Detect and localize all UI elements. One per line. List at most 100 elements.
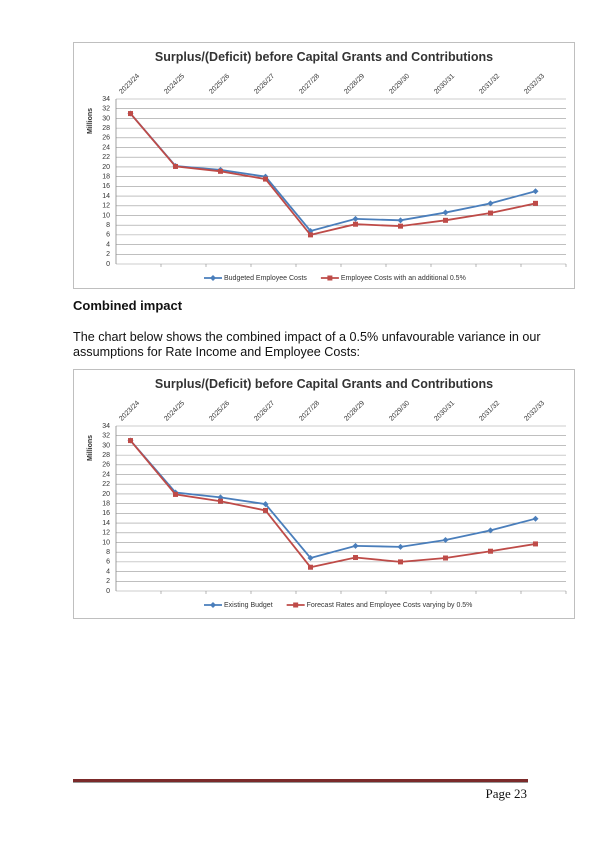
series-line [129,112,536,236]
y-tick-label: 32 [102,106,110,113]
marker [263,507,268,513]
x-tick-label: 2023/24 [118,73,141,96]
y-tick-label: 30 [102,442,110,449]
y-tick-label: 24 [102,144,110,151]
x-tick-label: 2023/24 [118,400,141,423]
y-tick-label: 0 [106,261,110,268]
marker [443,217,448,223]
x-tick-label: 2025/26 [208,73,231,96]
x-tick-label: 2031/32 [478,400,501,423]
marker [442,537,449,544]
marker [442,209,449,216]
x-tick-label: 2026/27 [253,73,276,96]
marker [488,548,493,554]
y-tick-label: 8 [106,222,110,229]
marker [308,564,313,570]
marker [128,438,133,444]
y-axis-label: Millions [87,435,94,461]
legend-label: Existing Budget [224,602,273,609]
y-tick-label: 28 [102,452,110,459]
x-tick-label: 2028/29 [343,400,366,423]
marker [532,188,539,195]
marker [293,602,299,608]
x-tick-label: 2026/27 [253,400,276,423]
x-tick-label: 2024/25 [163,73,186,96]
paragraph: The chart below shows the combined impac… [73,330,541,359]
marker [218,498,223,504]
y-tick-label: 4 [106,568,110,575]
marker [487,200,494,207]
marker [443,555,448,561]
y-tick-label: 12 [102,530,110,537]
chart-title: Surplus/(Deficit) before Capital Grants … [155,50,493,64]
chart: Surplus/(Deficit) before Capital Grants … [73,369,575,619]
x-tick-label: 2025/26 [208,400,231,423]
x-tick-label: 2027/28 [298,400,321,423]
legend-label: Forecast Rates and Employee Costs varyin… [307,602,473,609]
y-tick-label: 14 [102,520,110,527]
x-tick-label: 2024/25 [163,400,186,423]
marker [218,168,223,174]
marker [397,543,404,550]
y-tick-label: 6 [106,232,110,239]
marker [398,223,403,229]
y-tick-label: 16 [102,510,110,517]
y-tick-label: 10 [102,212,110,219]
y-tick-label: 28 [102,125,110,132]
legend-label: Employee Costs with an additional 0.5% [341,275,466,282]
marker [210,602,216,608]
y-tick-label: 2 [106,251,110,258]
x-tick-label: 2032/33 [523,73,546,96]
y-tick-label: 20 [102,491,110,498]
y-tick-label: 22 [102,481,110,488]
y-tick-label: 16 [102,183,110,190]
page-number: Page 23 [485,786,527,801]
heading: Combined impact [73,298,183,313]
marker [352,215,359,222]
y-axis-label: Millions [87,108,94,134]
marker [532,515,539,522]
x-tick-label: 2032/33 [523,400,546,423]
x-tick-label: 2029/30 [388,400,411,423]
legend-label: Budgeted Employee Costs [224,275,307,282]
marker [488,210,493,216]
marker [327,275,333,281]
marker [173,163,178,169]
marker [533,541,538,547]
y-tick-label: 24 [102,471,110,478]
x-tick-label: 2028/29 [343,73,366,96]
marker [263,176,268,182]
y-tick-label: 18 [102,500,110,507]
y-tick-label: 2 [106,578,110,585]
y-tick-label: 30 [102,115,110,122]
y-tick-label: 26 [102,462,110,469]
marker [353,555,358,561]
marker [308,232,313,238]
marker [262,501,269,508]
y-tick-label: 34 [102,423,110,430]
marker [307,555,314,561]
y-tick-label: 6 [106,559,110,566]
y-tick-label: 22 [102,154,110,161]
marker [533,200,538,206]
marker [128,111,133,117]
marker [397,217,404,224]
y-tick-label: 18 [102,173,110,180]
y-tick-label: 12 [102,203,110,210]
marker [353,221,358,227]
x-tick-label: 2029/30 [388,73,411,96]
x-tick-label: 2030/31 [433,73,456,96]
y-tick-label: 4 [106,241,110,248]
x-tick-label: 2030/31 [433,400,456,423]
y-tick-label: 26 [102,135,110,142]
y-tick-label: 10 [102,539,110,546]
y-tick-label: 20 [102,164,110,171]
y-tick-label: 14 [102,193,110,200]
marker [352,542,359,549]
x-tick-label: 2031/32 [478,73,501,96]
marker [398,559,403,565]
series-line [129,439,536,569]
marker [487,527,494,534]
y-tick-label: 8 [106,549,110,556]
